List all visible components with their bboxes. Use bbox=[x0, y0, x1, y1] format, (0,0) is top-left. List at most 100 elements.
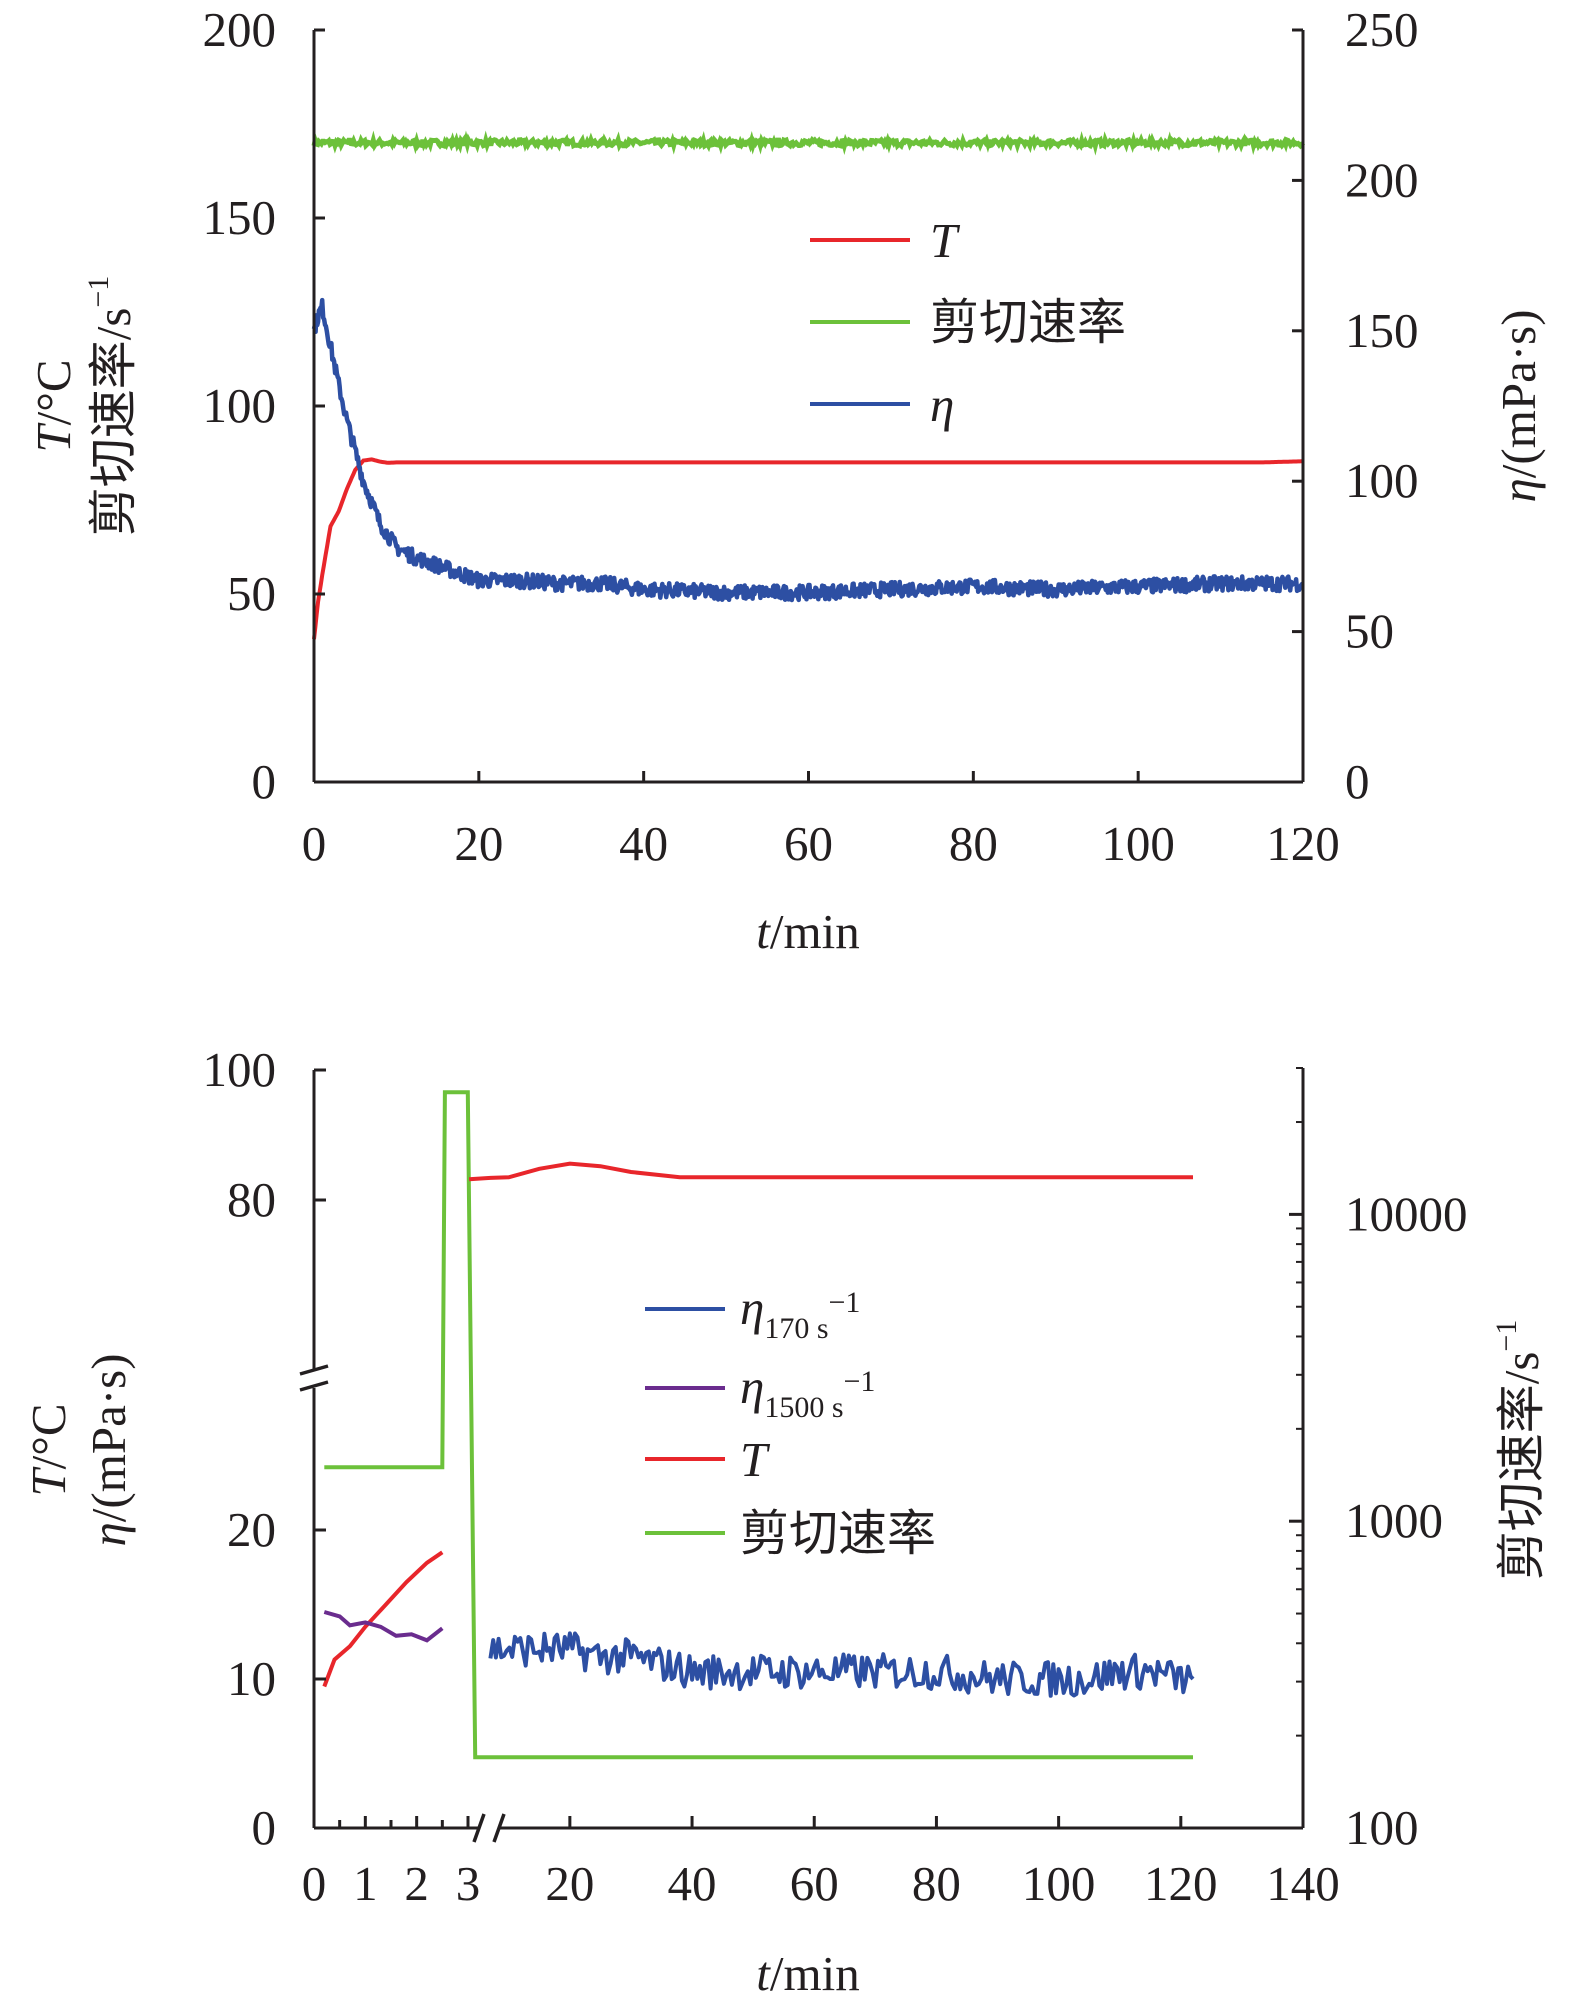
top-x-label-var: t bbox=[756, 904, 771, 959]
bottom-left-label: T/°C η/(mPa·s) bbox=[21, 1353, 136, 1546]
bottom-left-label-line1-unit: /°C bbox=[21, 1403, 76, 1469]
chart-bottom: 0 1 2 3 20 40 60 80 100 120 1400102080100100100010… bbox=[21, 1042, 1549, 2001]
series-shear-rate-line bbox=[311, 130, 1306, 156]
legend-shear-label: 剪切速率 bbox=[930, 295, 1126, 350]
bottom-x-tick-label: 20 bbox=[545, 1856, 594, 1911]
top-plot-area bbox=[311, 130, 1306, 640]
chart-top: 0 20 40 60 80 100 1200501001502000501001502002… bbox=[26, 2, 1546, 959]
legend-eta1500-symbol: η bbox=[740, 1359, 764, 1414]
top-left-label-line2-sup: −1 bbox=[82, 276, 115, 308]
y-break-mark-2 bbox=[299, 1380, 329, 1392]
bottom-x-tick-label: 100 bbox=[1022, 1856, 1096, 1911]
top-x-tick-label: 120 bbox=[1266, 816, 1340, 871]
legend-eta170-sup: −1 bbox=[829, 1286, 861, 1319]
bottom-x-tick-label: 2 bbox=[404, 1856, 429, 1911]
svg-text:t/min: t/min bbox=[756, 1946, 859, 2001]
top-left-label-line1-var: T bbox=[26, 422, 81, 453]
legend-eta-label: η bbox=[930, 377, 954, 432]
bottom-x-tick-label: 80 bbox=[912, 1856, 961, 1911]
bottom-x-label-unit: /min bbox=[770, 1946, 860, 2001]
top-x-tick-label: 0 bbox=[302, 816, 327, 871]
bottom-left-label-line2-unit: /(mPa·s) bbox=[81, 1353, 136, 1522]
bottom-left-y-tick-label: 10 bbox=[227, 1651, 276, 1706]
bottom-right-y-tick-label: 10000 bbox=[1345, 1186, 1468, 1241]
bottom-left-y-tick-label: 20 bbox=[227, 1502, 276, 1557]
series-eta-170-line bbox=[488, 1631, 1195, 1698]
legend-eta1500-sub: 1500 s bbox=[764, 1391, 843, 1424]
series-T-line bbox=[312, 457, 1303, 640]
legend-eta1500-label: η1500 s−1 bbox=[740, 1359, 875, 1424]
top-right-label-var: η bbox=[1491, 478, 1546, 502]
x-break-mark-1 bbox=[472, 1813, 486, 1843]
bottom-ticks: 0 1 2 3 20 40 60 80 100 120 1400102080100100100010… bbox=[203, 1042, 1468, 1911]
top-right-label: η/(mPa·s) bbox=[1491, 309, 1546, 502]
bottom-x-tick-label: 120 bbox=[1144, 1856, 1218, 1911]
top-left-y-tick-label: 200 bbox=[203, 2, 277, 57]
bottom-right-y-tick-label: 1000 bbox=[1345, 1493, 1443, 1548]
top-right-y-tick-label: 0 bbox=[1345, 754, 1370, 809]
bottom-x-label-var: t bbox=[756, 1946, 771, 2001]
series-eta-1500-line bbox=[323, 1610, 444, 1643]
bottom-right-label-sup: −1 bbox=[1490, 1320, 1523, 1352]
top-right-y-tick-label: 50 bbox=[1345, 604, 1394, 659]
top-x-tick-label: 20 bbox=[454, 816, 503, 871]
bottom-x-tick-label: 3 bbox=[456, 1856, 481, 1911]
bottom-x-tick-label: 40 bbox=[668, 1856, 717, 1911]
bottom-axes bbox=[312, 1068, 1305, 1830]
top-x-label: t/min bbox=[756, 904, 859, 959]
series-eta-line bbox=[311, 297, 1305, 603]
bottom-left-y-tick-label: 100 bbox=[203, 1042, 277, 1097]
legend-shear-label: 剪切速率 bbox=[740, 1506, 936, 1561]
top-right-y-tick-label: 200 bbox=[1345, 152, 1419, 207]
top-left-y-tick-label: 100 bbox=[203, 378, 277, 433]
legend-eta170-label: η170 s−1 bbox=[740, 1280, 860, 1345]
top-left-label-line2: 剪切速率/s bbox=[86, 308, 141, 537]
bottom-right-label: 剪切速率/s−1 bbox=[1490, 1320, 1549, 1581]
svg-text:t/min: t/min bbox=[756, 904, 859, 959]
legend-eta170-symbol: η bbox=[740, 1280, 764, 1335]
svg-text:T/°C: T/°C bbox=[26, 359, 81, 452]
bottom-x-tick-label: 1 bbox=[353, 1856, 378, 1911]
top-left-y-tick-label: 150 bbox=[203, 190, 277, 245]
top-right-y-tick-label: 250 bbox=[1345, 2, 1419, 57]
bottom-legend: η170 s−1 η1500 s−1 T 剪切速率 bbox=[645, 1280, 936, 1561]
y-break-mark-1 bbox=[299, 1364, 329, 1376]
top-left-y-tick-label: 0 bbox=[252, 754, 277, 809]
top-left-label-line1-unit: /°C bbox=[26, 359, 81, 425]
top-right-y-tick-label: 150 bbox=[1345, 303, 1419, 358]
bottom-plot-area bbox=[322, 1090, 1195, 1760]
top-ticks: 0 20 40 60 80 100 1200501001502000501001502002… bbox=[203, 2, 1419, 871]
top-x-tick-label: 60 bbox=[784, 816, 833, 871]
series-T-line bbox=[468, 1161, 1193, 1182]
top-x-tick-label: 40 bbox=[619, 816, 668, 871]
bottom-x-tick-label: 140 bbox=[1266, 1856, 1340, 1911]
top-legend: T 剪切速率 η bbox=[810, 213, 1126, 432]
bottom-axis-breaks bbox=[299, 1364, 506, 1843]
svg-text:η/(mPa·s): η/(mPa·s) bbox=[1491, 309, 1546, 502]
svg-text:剪切速率/s−1: 剪切速率/s−1 bbox=[1490, 1320, 1549, 1581]
bottom-left-y-tick-label: 0 bbox=[252, 1800, 277, 1855]
bottom-left-y-tick-label: 80 bbox=[227, 1172, 276, 1227]
legend-eta1500-sup: −1 bbox=[844, 1365, 876, 1398]
legend-T-label: T bbox=[930, 213, 961, 268]
bottom-right-y-tick-label: 100 bbox=[1345, 1800, 1419, 1855]
series-shear-rate-line bbox=[324, 1090, 1193, 1760]
bottom-x-label: t/min bbox=[756, 1946, 859, 2001]
svg-text:剪切速率/s−1: 剪切速率/s−1 bbox=[82, 276, 141, 537]
bottom-x-tick-label: 0 bbox=[302, 1856, 327, 1911]
x-break-mark-2 bbox=[492, 1813, 506, 1843]
svg-text:T/°C: T/°C bbox=[21, 1403, 76, 1496]
legend-T-label: T bbox=[740, 1432, 771, 1487]
top-right-y-tick-label: 100 bbox=[1345, 453, 1419, 508]
bottom-x-tick-label: 60 bbox=[790, 1856, 839, 1911]
svg-text:η/(mPa·s): η/(mPa·s) bbox=[81, 1353, 136, 1546]
bottom-left-label-line1-var: T bbox=[21, 1466, 76, 1497]
legend-eta170-sub: 170 s bbox=[764, 1312, 828, 1345]
top-x-tick-label: 80 bbox=[949, 816, 998, 871]
top-right-label-unit: /(mPa·s) bbox=[1491, 309, 1546, 478]
series-T-line-initial bbox=[322, 1550, 444, 1688]
top-left-label: T/°C 剪切速率/s−1 bbox=[26, 276, 141, 537]
top-left-y-tick-label: 50 bbox=[227, 566, 276, 621]
bottom-right-label-text: 剪切速率/s bbox=[1494, 1352, 1549, 1581]
